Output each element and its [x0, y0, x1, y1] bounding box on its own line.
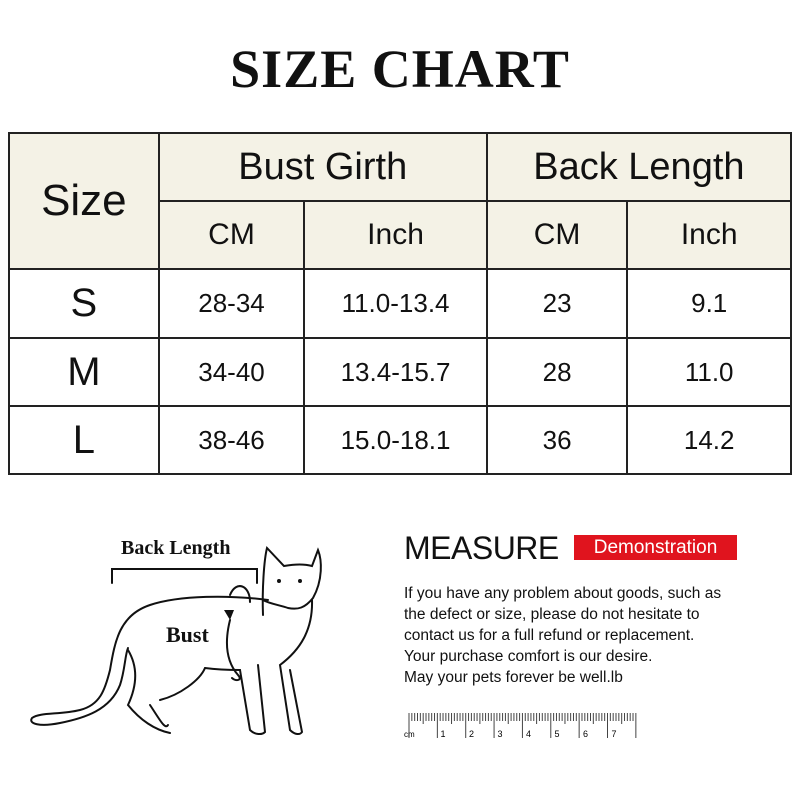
- bust-girth-header: Bust Girth: [157, 132, 488, 202]
- unit-header: Inch: [626, 200, 792, 270]
- size-cell: L: [8, 405, 160, 475]
- value-cell: 23: [485, 268, 629, 339]
- demonstration-badge: Demonstration: [574, 535, 737, 560]
- table-row: L 38-46 15.0-18.1 36 14.2: [8, 405, 792, 475]
- page-title: SIZE CHART: [230, 39, 570, 99]
- value-cell: 14.2: [626, 405, 792, 475]
- message-line: If you have any problem about goods, suc…: [404, 585, 722, 602]
- size-header: Size: [8, 132, 160, 270]
- back-length-label: Back Length: [121, 537, 231, 559]
- value-cell: 38-46: [157, 405, 306, 475]
- measure-title: MEASURE: [404, 530, 559, 566]
- bust-label: Bust: [166, 622, 209, 647]
- unit-header: Inch: [303, 200, 488, 270]
- ruler-number: 3: [498, 729, 503, 739]
- ruler-number: 6: [583, 729, 588, 739]
- measure-message: If you have any problem about goods, suc…: [404, 583, 721, 688]
- message-line: contact us for a full refund or replacem…: [404, 627, 695, 644]
- value-cell: 28: [485, 337, 629, 407]
- message-line: Your purchase comfort is our desire.: [404, 648, 653, 665]
- cat-illustration: [30, 545, 322, 736]
- table-row: M 34-40 13.4-15.7 28 11.0: [8, 337, 792, 407]
- size-cell: S: [8, 268, 160, 339]
- value-cell: 13.4-15.7: [303, 337, 488, 407]
- value-cell: 9.1: [626, 268, 792, 339]
- back-length-header: Back Length: [485, 132, 793, 202]
- unit-header: CM: [157, 200, 306, 270]
- ruler-number: 4: [526, 729, 531, 739]
- ruler-number: 5: [555, 729, 560, 739]
- value-cell: 28-34: [157, 268, 306, 339]
- value-cell: 15.0-18.1: [303, 405, 488, 475]
- unit-header: CM: [485, 200, 629, 270]
- message-line: May your pets forever be well.lb: [404, 669, 623, 686]
- ruler-unit: cm: [404, 730, 415, 739]
- ruler-number: 7: [612, 729, 617, 739]
- value-cell: 36: [485, 405, 629, 475]
- ruler: cm 1 2 3 4 5 6 7: [404, 712, 639, 742]
- ruler-number: 1: [441, 729, 446, 739]
- size-cell: M: [8, 337, 160, 407]
- value-cell: 34-40: [157, 337, 306, 407]
- size-table: Size Bust Girth Back Length CM Inch CM I…: [8, 132, 793, 475]
- table-row: S 28-34 11.0-13.4 23 9.1: [8, 268, 792, 339]
- message-line: the defect or size, please do not hesita…: [404, 606, 700, 623]
- value-cell: 11.0: [626, 337, 792, 407]
- ruler-number: 2: [469, 729, 474, 739]
- value-cell: 11.0-13.4: [303, 268, 488, 339]
